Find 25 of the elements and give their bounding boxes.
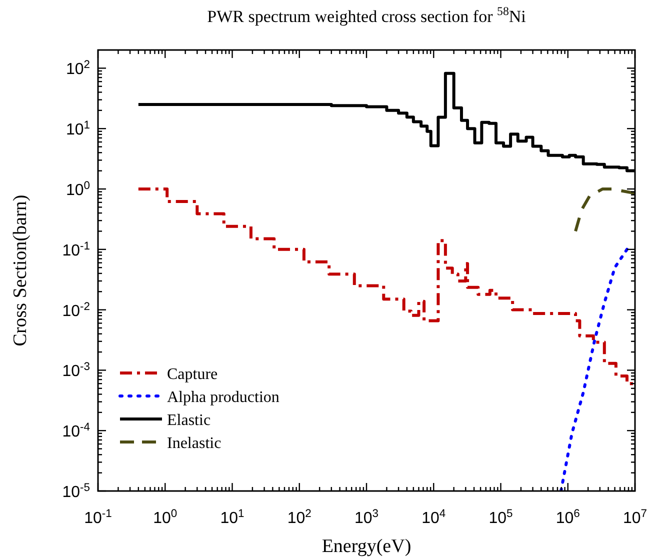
x-tick-label: 10$^{1}$ — [220, 508, 244, 527]
x-tick-label: 10$^{0}$ — [153, 508, 178, 527]
x-tick-label: 10$^{3}$ — [354, 508, 379, 527]
chart-title: PWR spectrum weighted cross section for $^{58}$Ni — [207, 4, 526, 26]
y-tick-label: 10$^{1}$ — [66, 120, 90, 139]
x-axis-title: Energy(eV) — [322, 536, 412, 557]
line-series — [560, 248, 628, 491]
y-tick-label: 10$^{-2}$ — [62, 300, 90, 320]
legend-label: Alpha production — [167, 389, 280, 406]
y-tick-label: 10$^{0}$ — [66, 180, 90, 199]
legend-label: Capture — [167, 366, 218, 383]
y-axis-title: Cross Section(barn) — [10, 194, 31, 346]
x-tick-label: 10$^{6}$ — [556, 508, 580, 527]
y-tick-label: 10$^{-3}$ — [62, 361, 90, 380]
x-tick-label: 10$^{-1}$ — [84, 508, 112, 527]
x-tick-label: 10$^{7}$ — [622, 508, 648, 527]
y-tick-label: 10$^{-5}$ — [62, 482, 90, 501]
y-tick-label: 10$^{-1}$ — [62, 240, 90, 260]
legend-label: Inelastic — [167, 435, 222, 452]
y-tick-label: 10$^{-4}$ — [62, 422, 90, 441]
legend-label: Elastic — [167, 412, 211, 429]
x-tick-label: 10$^{5}$ — [488, 508, 513, 527]
x-tick-label: 10$^{2}$ — [287, 508, 312, 527]
x-tick-label: 10$^{4}$ — [422, 508, 446, 527]
y-tick-label: 10$^{2}$ — [66, 59, 90, 78]
